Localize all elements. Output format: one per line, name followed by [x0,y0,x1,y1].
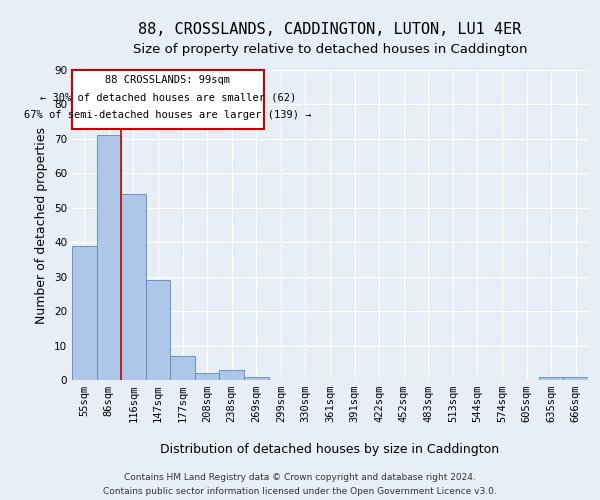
Text: 67% of semi-detached houses are larger (139) →: 67% of semi-detached houses are larger (… [24,110,311,120]
Text: Size of property relative to detached houses in Caddington: Size of property relative to detached ho… [133,42,527,56]
Text: Contains public sector information licensed under the Open Government Licence v3: Contains public sector information licen… [103,488,497,496]
Bar [97,136,121,380]
Text: ← 30% of detached houses are smaller (62): ← 30% of detached houses are smaller (62… [40,92,296,102]
Bar [121,194,146,380]
Text: 88 CROSSLANDS: 99sqm: 88 CROSSLANDS: 99sqm [106,75,230,85]
FancyBboxPatch shape [72,70,263,128]
Bar [72,246,97,380]
Text: 88, CROSSLANDS, CADDINGTON, LUTON, LU1 4ER: 88, CROSSLANDS, CADDINGTON, LUTON, LU1 4… [139,22,521,38]
Bar [539,376,563,380]
Bar [195,373,220,380]
Bar [563,376,588,380]
Y-axis label: Number of detached properties: Number of detached properties [35,126,49,324]
Bar [220,370,244,380]
Text: Distribution of detached houses by size in Caddington: Distribution of detached houses by size … [160,442,500,456]
Bar [170,356,195,380]
Bar [146,280,170,380]
Text: Contains HM Land Registry data © Crown copyright and database right 2024.: Contains HM Land Registry data © Crown c… [124,472,476,482]
Bar [244,376,269,380]
